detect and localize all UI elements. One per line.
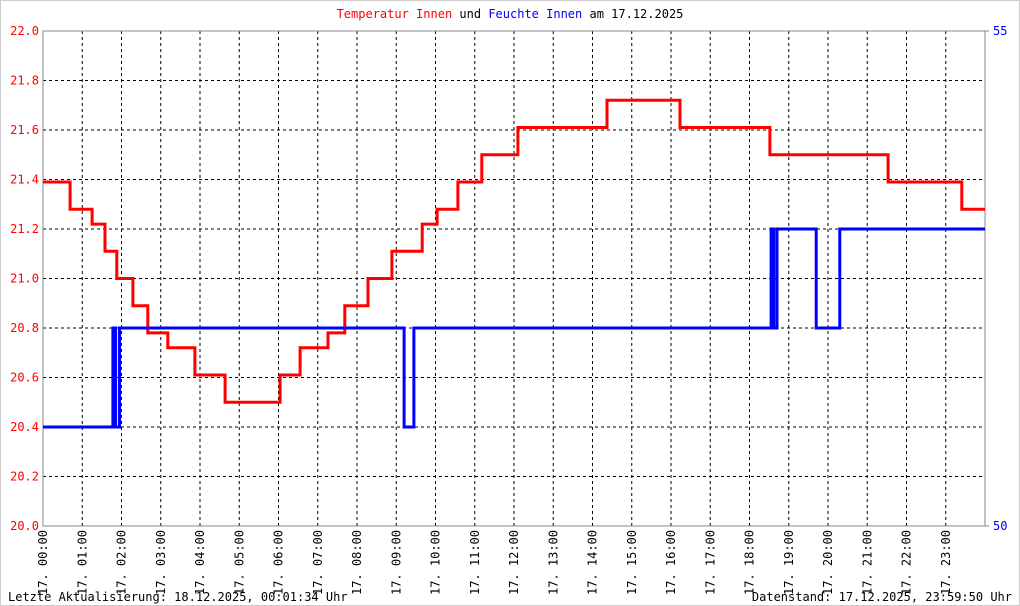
y-tick-label: 22.0 — [10, 24, 39, 38]
y-tick-label: 21.0 — [10, 272, 39, 286]
x-tick-label: 17. 19:00 — [782, 530, 796, 595]
y-tick-label: 21.4 — [10, 173, 39, 187]
chart-title: Temperatur Innen und Feuchte Innen am 17… — [337, 7, 684, 21]
x-tick-label: 17. 00:00 — [36, 530, 50, 595]
x-tick-label: 17. 10:00 — [429, 530, 443, 595]
title-part: am 17.12.2025 — [589, 7, 683, 21]
x-tick-label: 17. 07:00 — [311, 530, 325, 595]
x-tick-label: 17. 04:00 — [193, 530, 207, 595]
y-tick-label: 20.2 — [10, 470, 39, 484]
x-tick-label: 17. 12:00 — [507, 530, 521, 595]
y-tick-label: 21.8 — [10, 74, 39, 88]
y-tick-label: 21.6 — [10, 123, 39, 137]
x-tick-label: 17. 14:00 — [586, 530, 600, 595]
plot-border — [42, 30, 986, 527]
x-tick-label: 17. 22:00 — [900, 530, 914, 595]
x-tick-label: 17. 08:00 — [350, 530, 364, 595]
x-tick-label: 17. 18:00 — [743, 530, 757, 595]
footer-right: Datenstand: 17.12.2025, 23:59:50 Uhr — [752, 590, 1012, 604]
title-part: Temperatur Innen — [337, 7, 453, 21]
x-tick-label: 17. 13:00 — [546, 530, 560, 595]
x-tick-label: 17. 05:00 — [232, 530, 246, 595]
x-tick-label: 17. 02:00 — [115, 530, 129, 595]
y-tick-label: 20.6 — [10, 371, 39, 385]
x-tick-label: 17. 11:00 — [468, 530, 482, 595]
y-tick-label: 20.8 — [10, 321, 39, 335]
x-tick-label: 17. 16:00 — [664, 530, 678, 595]
y2-tick-label: 55 — [993, 24, 1007, 38]
x-tick-label: 17. 17:00 — [703, 530, 717, 595]
x-tick-label: 17. 03:00 — [154, 530, 168, 595]
y-tick-label: 21.2 — [10, 222, 39, 236]
footer-left: Letzte Aktualisierung: 18.12.2025, 00:01… — [8, 590, 348, 604]
x-tick-label: 17. 21:00 — [860, 530, 874, 595]
x-tick-label: 17. 09:00 — [389, 530, 403, 595]
x-tick-label: 17. 23:00 — [939, 530, 953, 595]
y-tick-label: 20.0 — [10, 519, 39, 533]
x-tick-label: 17. 15:00 — [625, 530, 639, 595]
y2-tick-label: 50 — [993, 519, 1007, 533]
x-tick-label: 17. 20:00 — [821, 530, 835, 595]
data-line — [43, 227, 985, 429]
title-part: Feuchte Innen — [488, 7, 582, 21]
x-tick-label: 17. 06:00 — [272, 530, 286, 595]
x-tick-label: 17. 01:00 — [75, 530, 89, 595]
title-part: und — [459, 7, 481, 21]
y-tick-label: 20.4 — [10, 420, 39, 434]
data-line — [43, 98, 985, 404]
